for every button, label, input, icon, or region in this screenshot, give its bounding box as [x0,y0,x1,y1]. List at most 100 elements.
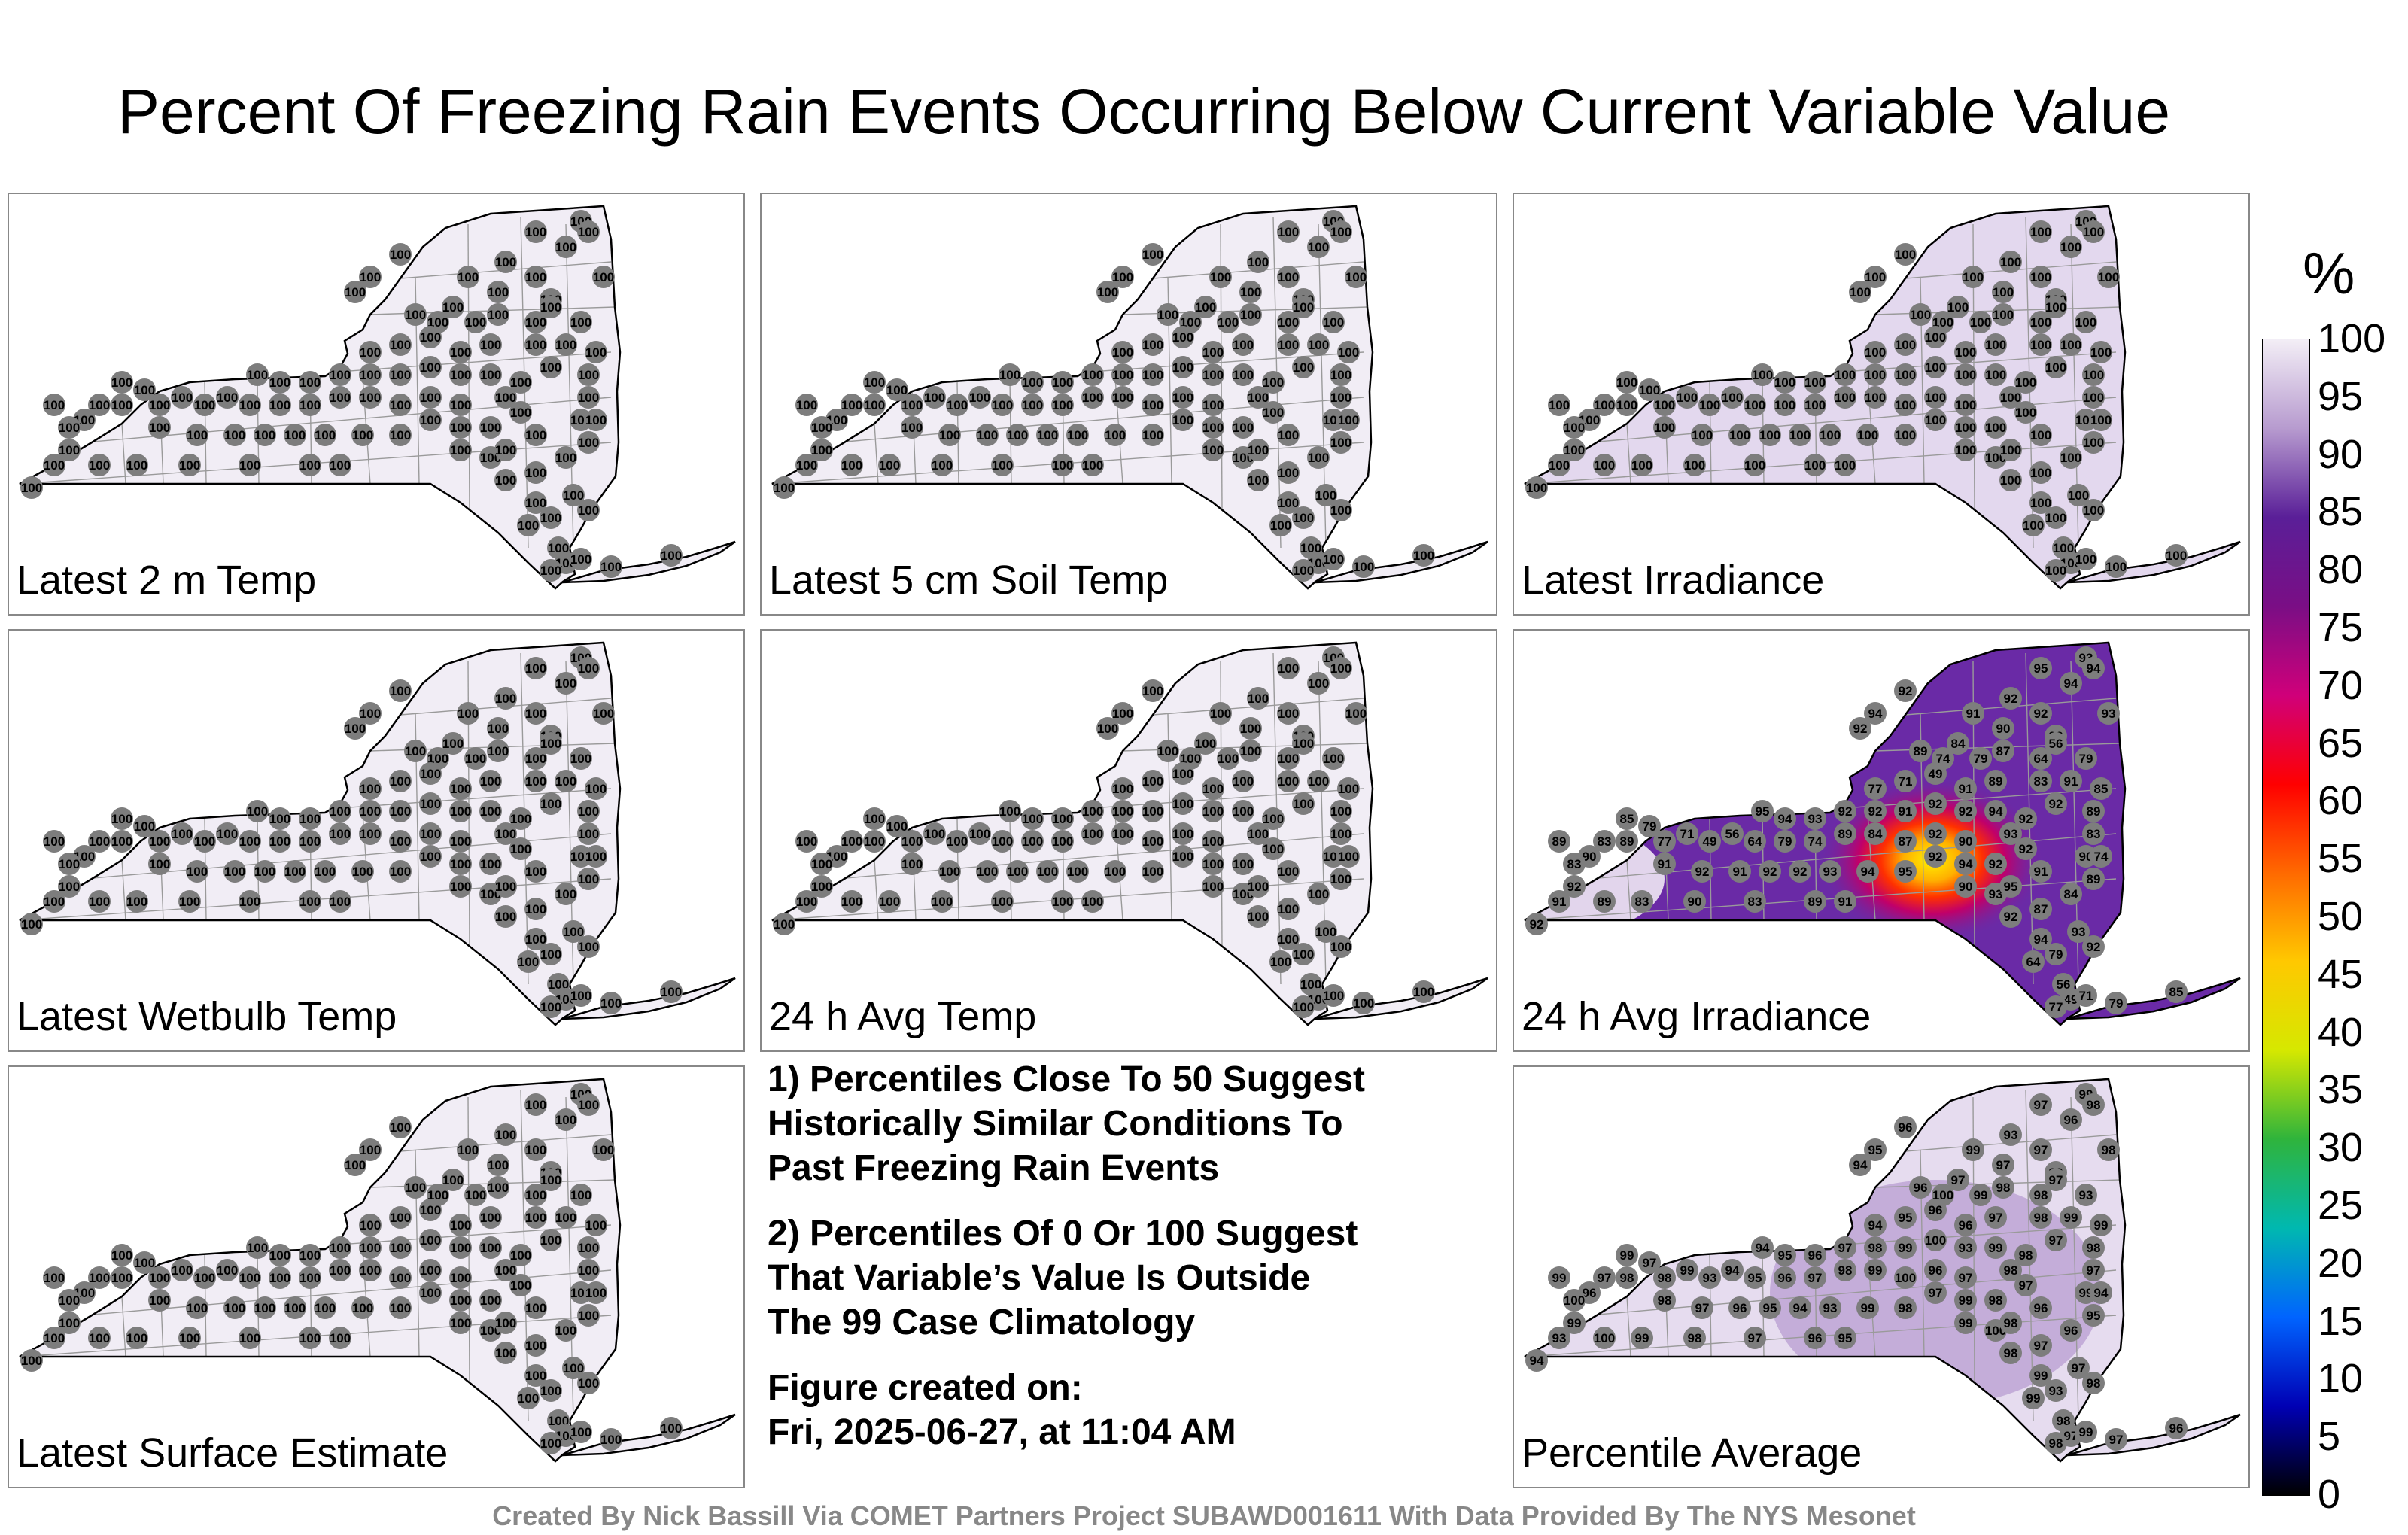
station-marker [1984,416,2007,439]
station-value: 100 [578,827,599,841]
station-value: 100 [442,1173,464,1187]
station-value: 98 [1868,1241,1883,1255]
station-marker [1864,386,1887,409]
station-value: 92 [1899,684,1913,698]
station-value: 77 [1868,782,1883,796]
station-value: 100 [796,458,817,473]
footer-credit: Created By Nick Bassill Via COMET Partne… [492,1500,1916,1531]
station-value: 99 [1974,1188,1988,1202]
station-marker [2060,672,2082,695]
station-value: 100 [578,1098,599,1112]
station-value: 100 [1293,947,1314,962]
station-value: 95 [2087,1309,2101,1323]
station-value: 100 [1323,752,1344,766]
station-value: 100 [2030,466,2051,480]
station-marker [2029,424,2052,446]
station-value: 100 [1218,315,1239,330]
colorbar-tick-label: 80 [2318,547,2364,593]
station-marker [555,1108,577,1131]
station-value: 100 [217,391,238,405]
station-value: 100 [932,895,953,909]
station-marker [540,1432,562,1454]
station-value: 100 [149,398,170,412]
station-marker [2022,950,2045,973]
station-value: 94 [1778,812,1792,826]
station-value: 100 [969,827,990,841]
station-value: 94 [1530,1354,1544,1368]
station-value: 100 [330,1241,351,1255]
station-marker [1864,822,1887,845]
station-marker [58,875,81,898]
station-marker [1563,1289,1586,1312]
station-marker [1202,394,1224,416]
station-value: 97 [1808,1271,1823,1285]
station-value: 100 [555,774,576,789]
station-value: 100 [2105,560,2127,574]
figure-title: Percent Of Freezing Rain Events Occurrin… [117,76,2171,147]
station-marker [863,830,886,853]
station-marker [148,394,171,416]
station-marker [479,416,502,439]
station-marker [494,1312,517,1334]
station-value: 98 [2087,1376,2101,1391]
station-marker [841,454,863,476]
station-marker [1277,424,1300,446]
station-marker [1999,469,2022,491]
station-marker [2060,1108,2082,1131]
station-marker [419,409,442,431]
station-value: 100 [578,661,599,676]
station-marker [1277,702,1300,725]
station-value: 100 [593,1143,614,1157]
station-value: 85 [1620,812,1634,826]
station-marker [1744,890,1766,913]
station-marker [329,1236,351,1259]
station-marker [1894,243,1917,266]
station-marker [314,424,336,446]
station-marker [1864,1259,1887,1281]
station-marker [1999,1259,2022,1281]
station-value: 100 [315,1301,336,1315]
station-value: 100 [1142,774,1163,789]
station-marker [479,800,502,822]
station-value: 100 [1052,398,1073,412]
station-value: 93 [2079,1188,2093,1202]
station-value: 100 [44,895,65,909]
station-marker [1999,687,2022,710]
station-value: 100 [2045,300,2066,315]
station-marker [246,363,269,386]
station-value: 91 [1838,895,1853,909]
station-value: 100 [1278,932,1299,947]
station-marker [1616,807,1638,830]
station-marker [111,1244,133,1266]
station-marker [577,1259,600,1281]
station-marker [1111,363,1134,386]
station-value: 97 [1748,1331,1762,1345]
station-marker [216,386,239,409]
station-marker [1330,220,1352,243]
station-marker [1563,439,1586,461]
station-value: 100 [450,880,471,894]
station-value: 100 [578,804,599,819]
station-value: 100 [495,1346,516,1360]
station-marker [1548,1266,1570,1289]
station-marker [562,484,585,506]
station-marker [1315,920,1337,943]
station-marker [1051,807,1074,830]
station-marker [1330,431,1352,454]
station-marker [494,251,517,273]
station-marker [126,1327,148,1349]
station-value: 100 [1413,549,1434,563]
station-marker [1954,1214,1977,1236]
station-marker [419,386,442,409]
station-value: 100 [420,767,441,781]
station-marker [1051,830,1074,853]
station-marker [359,777,382,800]
station-marker [1653,1289,1676,1312]
station-value: 93 [2102,707,2116,721]
station-value: 100 [1172,360,1193,375]
station-marker [239,1327,261,1349]
station-value: 100 [1692,428,1713,442]
station-value: 100 [525,1339,546,1353]
station-marker [148,1266,171,1289]
